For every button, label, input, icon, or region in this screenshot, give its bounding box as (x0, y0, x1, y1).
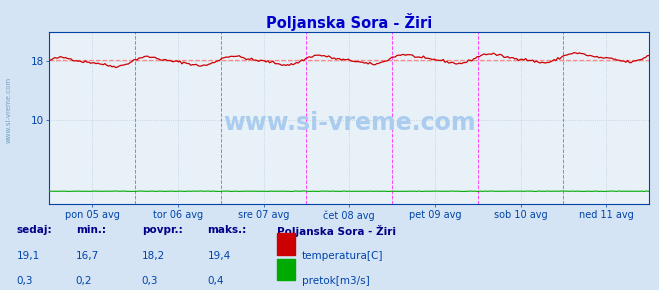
Text: min.:: min.: (76, 225, 106, 235)
Text: www.si-vreme.com: www.si-vreme.com (5, 77, 11, 143)
Text: maks.:: maks.: (208, 225, 247, 235)
Text: sedaj:: sedaj: (16, 225, 52, 235)
Text: 0,3: 0,3 (16, 276, 33, 286)
Text: 0,2: 0,2 (76, 276, 92, 286)
Text: 18,2: 18,2 (142, 251, 165, 261)
Text: 0,4: 0,4 (208, 276, 224, 286)
Text: pretok[m3/s]: pretok[m3/s] (302, 276, 370, 286)
Text: 19,4: 19,4 (208, 251, 231, 261)
Title: Poljanska Sora - Žiri: Poljanska Sora - Žiri (266, 13, 432, 31)
Text: www.si-vreme.com: www.si-vreme.com (223, 111, 476, 135)
Text: 16,7: 16,7 (76, 251, 99, 261)
Text: temperatura[C]: temperatura[C] (302, 251, 384, 261)
Text: 0,3: 0,3 (142, 276, 158, 286)
Text: 19,1: 19,1 (16, 251, 40, 261)
Text: povpr.:: povpr.: (142, 225, 183, 235)
Text: Poljanska Sora - Žiri: Poljanska Sora - Žiri (277, 225, 396, 237)
